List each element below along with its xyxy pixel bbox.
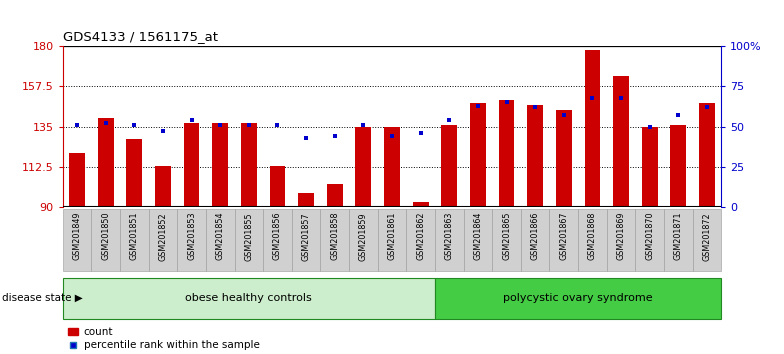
Bar [463, 209, 492, 271]
Bar [126, 139, 142, 207]
Bar [528, 105, 543, 207]
Bar [435, 209, 463, 271]
Bar [499, 100, 514, 207]
Bar [635, 209, 664, 271]
Bar [263, 209, 292, 271]
Bar [692, 209, 721, 271]
Bar [556, 110, 572, 207]
Bar [470, 103, 486, 207]
Text: GSM201850: GSM201850 [101, 212, 111, 261]
Text: GDS4133 / 1561175_at: GDS4133 / 1561175_at [63, 30, 218, 44]
Bar [585, 50, 601, 207]
Bar [292, 209, 321, 271]
Text: GSM201861: GSM201861 [387, 212, 397, 260]
Text: GSM201852: GSM201852 [158, 212, 168, 261]
Bar [355, 127, 372, 207]
Bar [664, 209, 692, 271]
Bar [234, 209, 263, 271]
Bar [327, 184, 343, 207]
Bar [149, 209, 177, 271]
Bar [699, 103, 715, 207]
Bar [206, 209, 234, 271]
Text: GSM201856: GSM201856 [273, 212, 282, 261]
Bar [435, 278, 721, 319]
Text: GSM201865: GSM201865 [502, 212, 511, 261]
Text: GSM201870: GSM201870 [645, 212, 654, 261]
Bar [384, 127, 400, 207]
Text: disease state ▶: disease state ▶ [2, 293, 82, 303]
Bar [183, 123, 199, 207]
Bar [120, 209, 149, 271]
Text: polycystic ovary syndrome: polycystic ovary syndrome [503, 293, 653, 303]
Bar [521, 209, 550, 271]
Text: GSM201862: GSM201862 [416, 212, 425, 261]
Bar [607, 209, 635, 271]
Text: GSM201866: GSM201866 [531, 212, 539, 260]
Legend: count, percentile rank within the sample: count, percentile rank within the sample [68, 327, 260, 350]
Text: GSM201872: GSM201872 [702, 212, 711, 261]
Text: GSM201867: GSM201867 [559, 212, 568, 261]
Bar [550, 209, 578, 271]
Bar [578, 209, 607, 271]
Text: GSM201849: GSM201849 [73, 212, 82, 261]
Bar [613, 76, 629, 207]
Bar [670, 125, 686, 207]
Text: GSM201858: GSM201858 [330, 212, 339, 261]
Bar [270, 166, 285, 207]
Bar [212, 123, 228, 207]
Text: GSM201871: GSM201871 [673, 212, 683, 261]
Text: GSM201851: GSM201851 [130, 212, 139, 261]
Text: GSM201854: GSM201854 [216, 212, 225, 261]
Bar [492, 209, 521, 271]
Text: GSM201857: GSM201857 [302, 212, 310, 261]
Bar [92, 209, 120, 271]
Text: GSM201853: GSM201853 [187, 212, 196, 261]
Text: GSM201863: GSM201863 [445, 212, 454, 260]
Bar [378, 209, 406, 271]
Bar [441, 125, 457, 207]
Bar [241, 123, 256, 207]
Bar [63, 278, 435, 319]
Text: GSM201859: GSM201859 [359, 212, 368, 261]
Bar [349, 209, 378, 271]
Bar [177, 209, 206, 271]
Text: GSM201868: GSM201868 [588, 212, 597, 260]
Bar [642, 127, 658, 207]
Text: GSM201855: GSM201855 [245, 212, 253, 261]
Bar [98, 118, 114, 207]
Text: GSM201864: GSM201864 [474, 212, 482, 260]
Bar [321, 209, 349, 271]
Bar [298, 193, 314, 207]
Bar [63, 209, 92, 271]
Text: GSM201869: GSM201869 [616, 212, 626, 261]
Bar [69, 153, 85, 207]
Bar [155, 166, 171, 207]
Text: obese healthy controls: obese healthy controls [186, 293, 312, 303]
Bar [406, 209, 435, 271]
Bar [412, 202, 429, 207]
